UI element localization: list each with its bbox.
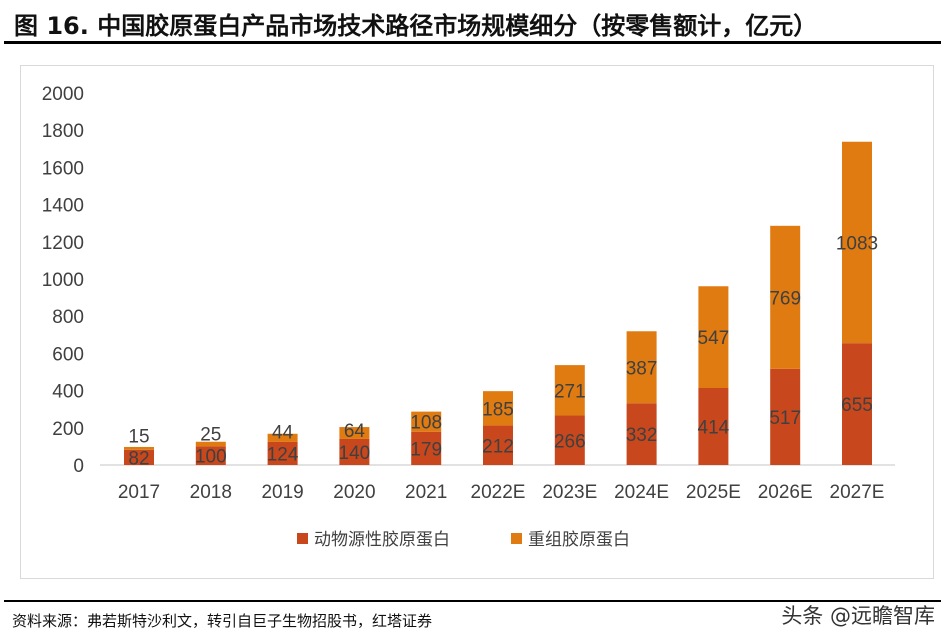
data-label: 212 [482,436,514,457]
x-tick-label: 2021 [405,482,447,503]
figure-title: 图 16. 中国胶原蛋白产品市场技术路径市场规模细分（按零售额计，亿元） [14,12,818,40]
bar-segment [411,431,442,465]
bar-segment [698,387,729,465]
x-tick-label: 2018 [190,482,232,503]
x-tick-label: 2023E [542,482,597,503]
x-tick-label: 2020 [333,482,375,503]
source-note: 资料来源：弗若斯特沙利文，转引自巨子生物招股书，红塔证券 [12,612,433,630]
bar-segment [195,441,226,447]
data-label: 140 [339,443,371,464]
legend-swatch [297,533,308,544]
bar-segment [339,438,370,465]
data-label: 266 [554,431,586,452]
bar-segment [842,343,872,465]
data-label: 100 [195,447,227,468]
data-label: 124 [267,444,299,465]
bar-segment [770,225,801,369]
y-tick-label: 1600 [42,158,84,179]
y-tick-label: 400 [52,382,84,403]
x-tick-label: 2017 [118,482,160,503]
bar-segment [554,415,585,465]
x-tick-label: 2025E [686,482,741,503]
data-label: 332 [626,425,658,446]
y-tick-label: 1000 [42,270,84,291]
footer-divider [4,600,941,602]
data-label: 414 [698,417,730,438]
data-label: 517 [769,408,801,429]
bar-segment [626,331,657,404]
title-divider [4,41,941,44]
watermark: 头条 @远瞻智库 [781,604,935,628]
bar-segment [411,411,442,432]
x-tick-label: 2019 [261,482,303,503]
bar-segment [554,365,585,416]
x-tick-label: 2024E [614,482,669,503]
bar-segment [842,141,872,344]
y-tick-label: 1800 [42,121,84,142]
chart-frame [20,65,934,579]
y-tick-label: 0 [73,456,84,477]
y-tick-label: 1400 [42,196,84,217]
bar-segment [626,403,657,465]
bar-segment [195,446,226,465]
legend-swatch [511,533,522,544]
data-label: 387 [626,358,658,379]
legend-label: 动物源性胶原蛋白 [314,530,450,550]
x-tick-label: 2027E [830,482,885,503]
y-tick-label: 800 [52,307,84,328]
data-label: 108 [410,413,442,434]
data-label: 64 [344,421,366,442]
x-tick-label: 2026E [758,482,813,503]
data-label: 769 [769,288,801,309]
y-tick-label: 2000 [42,84,84,105]
data-label: 547 [698,328,730,349]
y-tick-label: 1200 [42,233,84,254]
data-label: 15 [128,426,149,447]
bar-segment [339,427,370,439]
y-tick-label: 600 [52,344,84,365]
data-label: 82 [128,448,149,469]
data-label: 179 [410,439,442,460]
bar-segment [483,425,513,465]
data-label: 1083 [836,233,878,254]
x-tick-label: 2022E [471,482,526,503]
bar-segment [267,433,298,442]
data-label: 185 [482,399,514,420]
data-label: 271 [554,381,586,402]
data-label: 44 [272,422,294,443]
data-label: 25 [200,425,221,446]
y-tick-label: 200 [52,419,84,440]
bar-segment [770,368,801,465]
legend-label: 重组胶原蛋白 [528,530,630,550]
bar-segment [267,441,298,465]
bar-segment [698,286,729,388]
bar-segment [124,449,154,465]
data-label: 655 [841,395,873,416]
bar-segment [483,391,513,426]
bar-segment [124,446,154,450]
